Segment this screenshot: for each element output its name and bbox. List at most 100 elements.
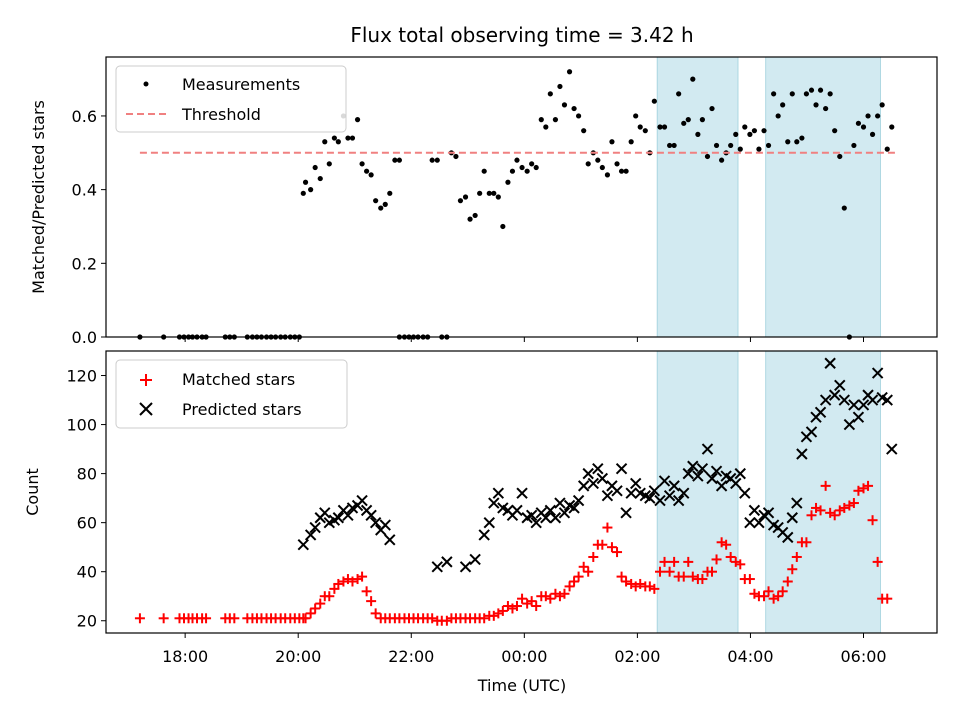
predicted-stars-point xyxy=(332,512,345,524)
measurements-point xyxy=(368,172,374,178)
x-tick-label-2: 22:00 xyxy=(388,647,434,666)
measurements-point xyxy=(690,76,696,82)
measurements-point xyxy=(761,128,767,134)
matched-stars-point xyxy=(569,576,580,587)
panel-ratio: 0.0 0.2 0.4 0.6 Matched/Predicted stars Mea… xyxy=(29,56,938,347)
measurements-point xyxy=(514,157,520,163)
top-legend-frame xyxy=(115,65,347,133)
measurements-point xyxy=(775,113,781,119)
bottom-shade-0 xyxy=(656,350,739,634)
matched-stars-point xyxy=(333,578,344,589)
predicted-stars-point xyxy=(696,462,709,475)
matched-stars-point xyxy=(659,556,670,567)
matched-stars-point xyxy=(787,564,798,575)
measurements-point xyxy=(373,198,379,204)
x-tick-label-5: 04:00 xyxy=(727,647,773,666)
predicted-stars-point xyxy=(488,497,500,509)
predicted-stars-point xyxy=(644,492,656,504)
predicted-stars-point xyxy=(682,467,694,480)
predicted-stars-point xyxy=(577,480,590,492)
measurements-point xyxy=(823,105,829,112)
measurements-point xyxy=(827,91,833,97)
measurements-point xyxy=(566,69,573,75)
predicted-stars-point xyxy=(431,561,443,573)
predicted-stars-point xyxy=(304,529,317,541)
predicted-stars-point xyxy=(615,462,628,475)
chart-title: Flux total observing time = 3.42 h xyxy=(350,23,693,47)
matched-stars-point xyxy=(545,593,556,604)
predicted-stars-point xyxy=(834,379,846,392)
matched-stars-point xyxy=(621,576,632,587)
top-y-tick-label-0: 0.0 xyxy=(72,328,97,347)
predicted-stars-point xyxy=(791,497,803,509)
measurements-point xyxy=(747,131,753,137)
predicted-stars-point xyxy=(492,487,505,499)
measurements-point xyxy=(808,87,815,93)
predicted-stars-point xyxy=(629,477,642,490)
measurements-point xyxy=(667,142,673,149)
measurements-point xyxy=(756,146,762,152)
measurements-point xyxy=(681,120,687,126)
matched-stars-point xyxy=(583,566,594,577)
panel-counts: 18:00 20:00 22:00 00:00 02:00 04:00 06:00 20 40 6… xyxy=(23,350,938,695)
measurements-point xyxy=(728,142,734,149)
predicted-stars-point xyxy=(625,487,637,499)
bottom-y-tick-label-1: 40 xyxy=(77,563,97,582)
measurements-point xyxy=(457,198,464,204)
matched-stars-point xyxy=(815,505,826,516)
matched-stars-point xyxy=(370,608,381,619)
measurements-point xyxy=(633,113,639,119)
measurements-point xyxy=(817,87,824,93)
bottom-y-tick-label-5: 120 xyxy=(66,367,97,386)
predicted-stars-point xyxy=(658,475,671,487)
predicted-stars-point xyxy=(782,531,794,544)
matched-stars-point xyxy=(839,502,850,513)
measurements-point xyxy=(495,194,501,200)
legend-matched-label: Matched stars xyxy=(182,370,295,389)
matched-stars-point xyxy=(707,566,718,577)
matched-stars-point xyxy=(612,547,623,558)
measurements-point xyxy=(709,105,715,112)
top-ticks: 0.0 0.2 0.4 0.6 xyxy=(72,107,865,347)
predicted-stars-point xyxy=(483,516,495,529)
top-y-tick-label-3: 0.6 xyxy=(72,107,97,126)
matched-stars-point xyxy=(347,576,358,587)
top-shade-0 xyxy=(656,56,739,338)
matched-stars-point xyxy=(763,586,774,597)
predicted-stars-point xyxy=(319,507,331,519)
bottom-y-tick-label-2: 60 xyxy=(77,514,97,533)
measurements-point xyxy=(595,157,601,163)
measurements-point xyxy=(803,91,810,97)
predicted-stars-point xyxy=(309,521,321,534)
measurements-point xyxy=(585,161,591,167)
measurements-point xyxy=(326,161,332,167)
measurements-point xyxy=(491,190,497,196)
predicted-stars-point xyxy=(819,394,832,406)
predicted-stars-point xyxy=(828,389,841,401)
bottom-legend: Matched stars Predicted stars xyxy=(115,359,348,429)
predicted-stars-point xyxy=(379,519,391,531)
predicted-stars-point xyxy=(384,534,396,546)
measurements-point xyxy=(855,120,862,126)
measurements-point xyxy=(676,91,682,97)
measurements-point xyxy=(331,135,337,141)
matched-stars-point xyxy=(697,574,708,585)
legend-measurements-marker xyxy=(143,81,149,87)
measurements-point xyxy=(575,113,582,119)
predicted-stars-point xyxy=(568,502,580,514)
matched-stars-point xyxy=(678,571,689,582)
measurements-point xyxy=(392,157,398,163)
measurements-point xyxy=(609,139,615,145)
matched-stars-point xyxy=(616,571,627,582)
matched-stars-point xyxy=(134,613,145,624)
measurements-point xyxy=(312,164,318,171)
measurements-point xyxy=(300,190,306,196)
measurements-point xyxy=(335,139,341,145)
measurements-point xyxy=(486,190,492,196)
predicted-stars-point xyxy=(871,367,884,379)
matched-stars-point xyxy=(853,485,864,496)
matched-stars-point xyxy=(578,561,589,572)
predicted-stars-point xyxy=(843,418,856,431)
matched-stars-point xyxy=(427,613,438,624)
matched-stars-point xyxy=(872,556,883,567)
